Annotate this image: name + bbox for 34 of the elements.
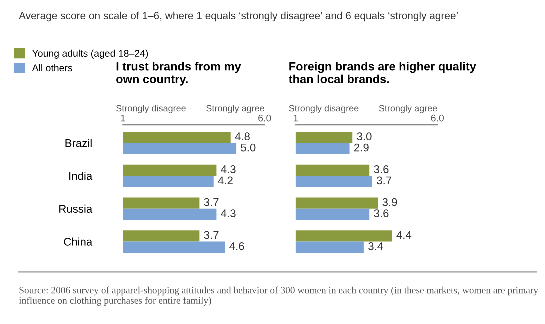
text: Strongly agree: [206, 105, 264, 114]
data-label: 4.3: [221, 166, 236, 174]
data-label: 2.9: [354, 144, 369, 152]
source-note: Source: 2006 survey of apparel-shopping attitudes and behavior of 300 women in each country (in these markets, women are primary influence on clothing purchases for entire family): [19, 286, 538, 306]
x-tick-label: 6.0: [258, 114, 272, 122]
legend-label: Young adults (aged 18–24): [32, 50, 148, 59]
chart-title: Foreign brands are higher quality than local brands.: [288, 62, 476, 84]
legend-label: All others: [32, 64, 72, 72]
data-label: 5.0: [241, 144, 256, 152]
data-label: 3.6: [374, 210, 389, 218]
y-tick-label: China: [64, 238, 93, 246]
x-tick-label: 6.0: [431, 114, 444, 122]
data-label: 4.2: [218, 176, 233, 184]
data-label: 3.7: [204, 198, 219, 206]
data-label: 4.8: [235, 132, 250, 141]
chart-title: I trust brands from my own country.: [116, 62, 242, 86]
data-label: 3.0: [357, 132, 372, 141]
x-tick-label: 1: [294, 114, 298, 122]
x-tick-label: 1: [121, 114, 126, 122]
text: Strongly disagree: [116, 105, 186, 114]
data-label: 4.3: [221, 210, 236, 218]
y-tick-label: Russia: [60, 204, 93, 214]
y-tick-label: India: [70, 172, 93, 180]
data-label: 3.7: [377, 176, 392, 185]
data-label: 3.6: [374, 166, 389, 174]
data-label: 3.9: [382, 198, 398, 206]
text: Strongly disagree: [289, 105, 359, 114]
text: Strongly agree: [379, 105, 438, 114]
data-label: 4.4: [396, 231, 412, 240]
data-label: 3.4: [368, 242, 384, 250]
data-label: 3.7: [204, 231, 219, 240]
chart-subtitle: Average score on scale of 1–6, where 1 equals ‘strongly disagree’ and 6 equals ‘strongly agree’: [19, 12, 458, 22]
data-label: 4.6: [230, 242, 244, 250]
y-tick-label: Brazil: [66, 139, 92, 148]
